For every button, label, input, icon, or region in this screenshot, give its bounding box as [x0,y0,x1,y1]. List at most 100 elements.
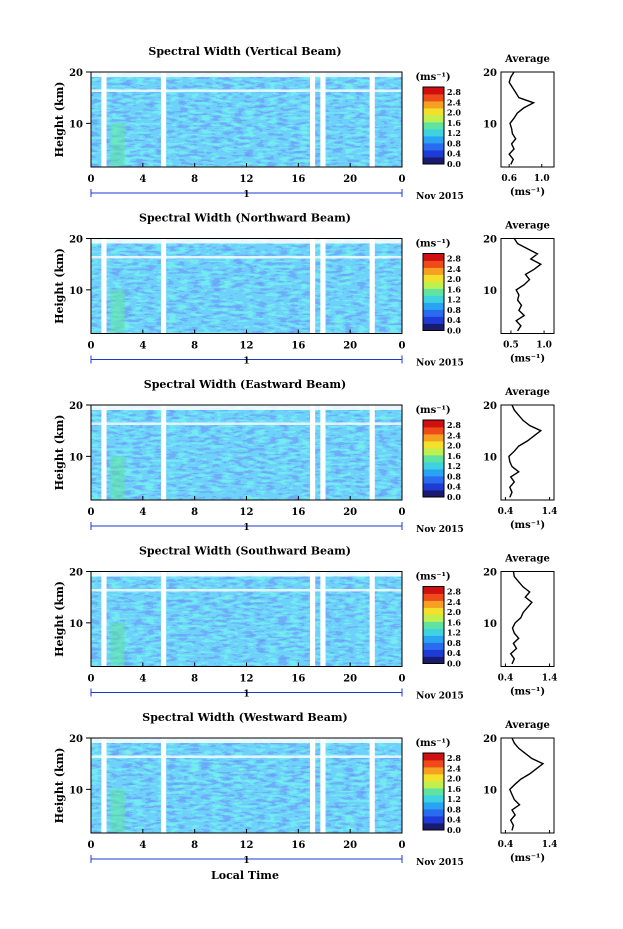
heatmap-blank-top [91,738,402,743]
colorbar-segment [423,295,444,303]
colorbar-segment [423,274,444,282]
x-tick-label: 16 [291,674,305,685]
colorbar-tick-label: 2.4 [447,763,461,773]
colorbar-unit: (ms⁻¹) [415,572,450,583]
x-tick-label: 0 [88,674,95,685]
average-frame [500,737,555,834]
average-y-tick-label: 10 [483,619,497,630]
colorbar-segment [423,656,444,664]
date-label: Nov 2015 [416,525,464,535]
heatmap-field [91,405,402,500]
x-tick-label: 12 [240,174,254,185]
heatmap-enhanced-region [110,289,125,333]
colorbar-segment [423,260,444,268]
colorbar-tick-label: 2.8 [447,254,461,264]
colorbar-segment [423,267,444,275]
colorbar-tick-label: 1.6 [447,284,461,294]
x-tick-label: 12 [240,507,254,518]
heatmap-enhanced-region [110,622,125,666]
colorbar-segment [423,288,444,296]
average-title: Average [504,387,550,398]
heatmap-enhanced-region [110,123,125,166]
heatmap-enhanced-region [110,456,125,499]
data-gap-1 [101,570,107,668]
colorbar-tick-label: 2.0 [447,441,461,451]
colorbar-segment [423,316,444,324]
x-tick-label: 0 [88,174,95,185]
x-tick-label: 4 [139,341,146,352]
data-gap-1 [101,237,107,335]
average-frame [500,238,555,334]
data-gap-1 [101,404,107,501]
heatmap-blank-top [91,405,402,410]
heatmap-field [91,238,402,334]
y-tick-label: 20 [69,235,83,246]
y-tick-label: 10 [69,452,83,463]
x-tick-label: 8 [191,674,198,685]
heatmap-field [91,738,402,833]
colorbar-tick-label: 2.0 [447,607,461,617]
colorbar-segment [423,323,444,331]
colorbar-tick-label: 2.0 [447,108,461,118]
colorbar-tick-label: 1.2 [447,628,461,638]
colorbar-tick-label: 2.8 [447,753,461,763]
average-y-tick-label: 10 [483,119,497,130]
colorbar-segment [423,802,444,810]
data-gap-2 [160,237,167,335]
colorbar-segment [423,642,444,650]
average-x-tick-label: 0.6 [501,174,517,184]
date-label: Nov 2015 [416,359,464,369]
colorbar-segment [423,816,444,824]
colorbar-segment [423,586,444,594]
colorbar-tick-label: 0.4 [447,315,461,325]
y-tick-label: 10 [69,785,83,796]
x-tick-label: 20 [343,674,357,685]
panel-title: Spectral Width (Westward Beam) [142,711,347,724]
y-axis-label: Height (km) [53,415,66,491]
average-frame [500,404,555,501]
x-tick-label: 8 [191,507,198,518]
colorbar-tick-label: 2.4 [447,97,461,107]
colorbar-segment [423,788,444,796]
colorbar-tick-label: 0.4 [447,149,461,159]
data-gap-2 [160,570,167,668]
data-gap-4 [320,237,326,335]
x-tick-label: 20 [343,341,357,352]
x-tick-label: 20 [343,840,357,851]
colorbar-segment [423,101,444,109]
colorbar-segment [423,483,444,491]
heatmap-blank-band [91,422,402,425]
average-y-tick-label: 10 [483,286,497,297]
x-tick-label: 12 [240,341,254,352]
y-tick-label: 10 [69,119,83,130]
x-tick-label: 0 [399,840,406,851]
y-axis-label: Height (km) [53,82,66,158]
x-tick-label: 12 [240,840,254,851]
colorbar-segment [423,593,444,601]
date-marker: 1 [243,357,249,367]
heatmap-field [91,571,402,667]
average-profile-line [513,238,543,332]
data-gap-4 [320,71,326,168]
y-tick-label: 10 [69,619,83,630]
x-tick-label: 0 [399,507,406,518]
x-axis-label: Local Time [211,869,279,882]
colorbar-tick-label: 2.8 [447,420,461,430]
colorbar-tick-label: 0.0 [447,159,461,169]
colorbar-tick-label: 2.4 [447,597,461,607]
colorbar-tick-label: 0.8 [447,305,461,315]
colorbar-segment [423,150,444,158]
average-x-label: (ms⁻¹) [510,187,545,198]
colorbar-segment [423,635,444,643]
colorbar-segment [423,774,444,782]
colorbar-segment [423,108,444,116]
colorbar-frame [422,586,445,664]
average-profile-line [508,737,545,831]
y-tick-label: 10 [69,286,83,297]
average-x-label: (ms⁻¹) [510,687,545,698]
y-tick-label: 20 [69,68,83,79]
average-profile-line [509,571,533,665]
data-gap-2 [160,71,167,168]
colorbar-tick-label: 2.4 [447,264,461,274]
